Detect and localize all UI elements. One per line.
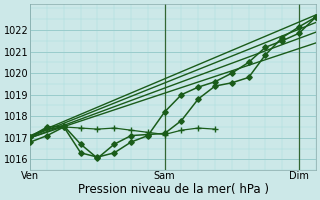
X-axis label: Pression niveau de la mer( hPa ): Pression niveau de la mer( hPa ) xyxy=(77,183,268,196)
